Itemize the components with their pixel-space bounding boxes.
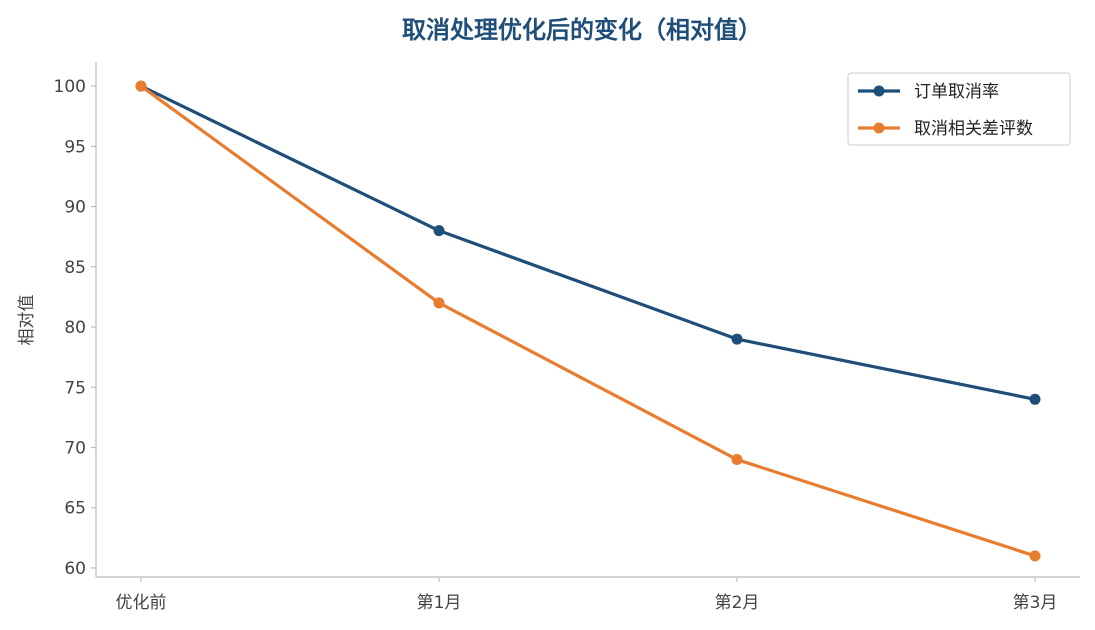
y-ticks: 60 65 70 75 80 85 90 95 100 xyxy=(54,77,96,579)
x-ticks: 优化前 第1月 第2月 第3月 xyxy=(116,577,1058,613)
x-tick-label: 第1月 xyxy=(417,593,462,613)
y-tick-label: 65 xyxy=(64,499,86,519)
series-line-1 xyxy=(139,84,1037,558)
chart-title: 取消处理优化后的变化（相对值） xyxy=(402,16,762,44)
y-tick-label: 60 xyxy=(64,559,86,579)
data-point xyxy=(1029,393,1041,405)
y-tick-label: 90 xyxy=(64,198,86,218)
axes xyxy=(95,62,1080,578)
data-point xyxy=(731,333,743,345)
y-tick-label: 75 xyxy=(64,378,86,398)
y-tick-label: 70 xyxy=(64,438,86,458)
y-axis-label: 相对值 xyxy=(17,295,37,346)
y-tick-label: 85 xyxy=(64,258,86,278)
data-point xyxy=(433,297,445,309)
series-layer xyxy=(135,80,1041,562)
y-tick-label: 80 xyxy=(64,318,86,338)
y-tick-label: 95 xyxy=(64,137,86,157)
legend-swatch-marker xyxy=(873,85,885,97)
y-tick-label: 100 xyxy=(54,77,86,97)
data-point xyxy=(135,80,147,92)
x-tick-label: 第3月 xyxy=(1013,593,1058,613)
legend-label: 取消相关差评数 xyxy=(914,119,1033,139)
x-tick-label: 第2月 xyxy=(715,593,760,613)
data-point xyxy=(731,454,743,466)
data-point xyxy=(1029,550,1041,562)
legend-box xyxy=(847,72,1071,146)
data-point xyxy=(433,225,445,237)
x-tick-label: 优化前 xyxy=(116,593,167,613)
legend-label: 订单取消率 xyxy=(914,82,999,102)
legend-swatch-marker xyxy=(873,122,885,134)
series-line-0 xyxy=(139,84,1037,401)
